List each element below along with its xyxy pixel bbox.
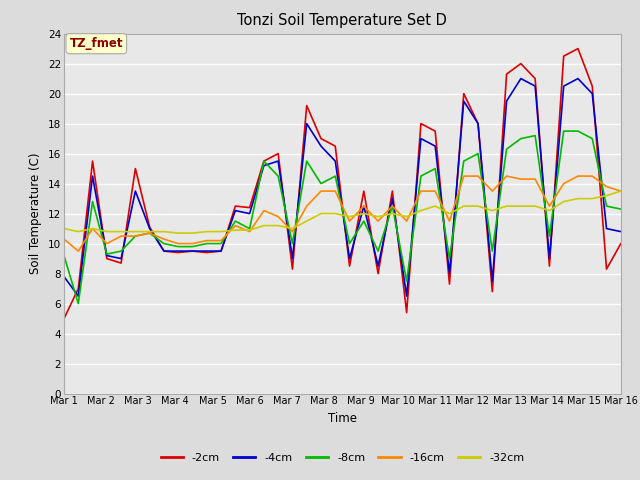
- Legend: -2cm, -4cm, -8cm, -16cm, -32cm: -2cm, -4cm, -8cm, -16cm, -32cm: [156, 448, 529, 467]
- Text: TZ_fmet: TZ_fmet: [70, 37, 123, 50]
- Y-axis label: Soil Temperature (C): Soil Temperature (C): [29, 153, 42, 275]
- Title: Tonzi Soil Temperature Set D: Tonzi Soil Temperature Set D: [237, 13, 447, 28]
- X-axis label: Time: Time: [328, 412, 357, 425]
